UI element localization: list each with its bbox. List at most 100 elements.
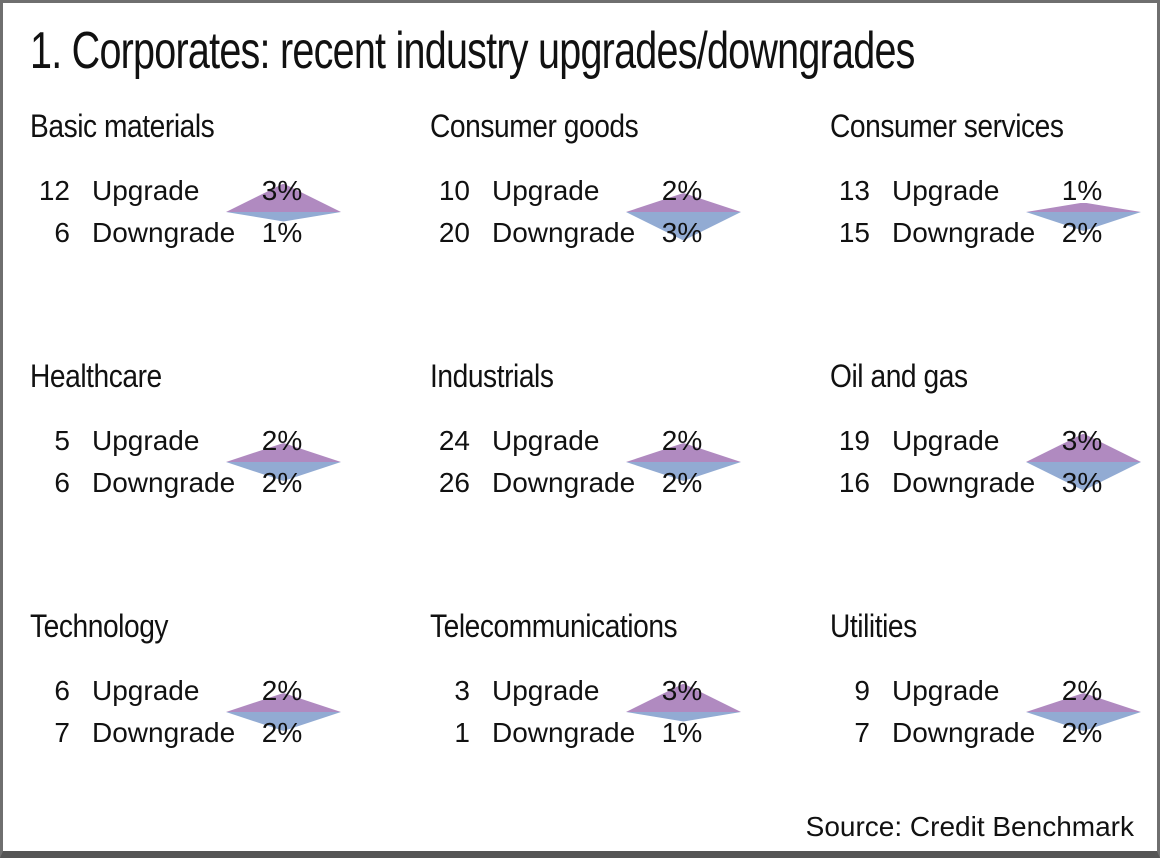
downgrade-percent: 2% (661, 467, 703, 498)
sector-name: Basic materials (30, 108, 215, 144)
upgrade-row: 12 Upgrade 3% (30, 170, 430, 212)
downgrade-triangle-icon (226, 212, 341, 222)
upgrade-percent: 2% (261, 425, 303, 456)
downgrade-count: 26 (438, 467, 470, 498)
downgrade-count: 20 (438, 217, 470, 248)
upgrade-percent: 3% (661, 675, 703, 706)
downgrade-percent: 2% (261, 717, 303, 748)
sector-name: Telecommunications (430, 608, 678, 644)
upgrade-row: 6 Upgrade 2% (30, 670, 430, 712)
upgrade-row: 24 Upgrade 2% (430, 420, 830, 462)
upgrade-percent: 3% (261, 175, 303, 206)
upgrade-label: Upgrade (492, 425, 600, 456)
sector-name: Consumer goods (430, 108, 639, 144)
upgrade-label: Upgrade (892, 425, 1000, 456)
downgrade-label: Downgrade (892, 217, 1036, 248)
downgrade-percent: 2% (1061, 217, 1103, 248)
sector-rows: 6 Upgrade 2% 7 Downgrade 2% (30, 670, 430, 754)
downgrade-label: Downgrade (892, 717, 1036, 748)
upgrade-triangle-icon (1026, 202, 1141, 212)
sector-rows: 5 Upgrade 2% 6 Downgrade 2% (30, 420, 430, 504)
downgrade-row: 15 Downgrade 2% (830, 212, 1156, 254)
downgrade-count: 7 (54, 717, 70, 748)
sector-card: Consumer services 13 Upgrade 1% 15 Downg… (830, 105, 1156, 355)
downgrade-row: 26 Downgrade 2% (430, 462, 830, 504)
sector-card: Oil and gas 19 Upgrade 3% 16 Downgrade 3… (830, 355, 1156, 605)
sector-card: Utilities 9 Upgrade 2% 7 Downgrade 2% (830, 605, 1156, 855)
sector-rows: 24 Upgrade 2% 26 Downgrade 2% (430, 420, 830, 504)
upgrade-percent: 1% (1061, 175, 1103, 206)
downgrade-row: 16 Downgrade 3% (830, 462, 1156, 504)
sector-rows: 9 Upgrade 2% 7 Downgrade 2% (830, 670, 1156, 754)
upgrade-count: 19 (838, 425, 870, 456)
downgrade-percent: 2% (1061, 717, 1103, 748)
downgrade-label: Downgrade (492, 717, 636, 748)
sector-card: Healthcare 5 Upgrade 2% 6 Downgrade 2% (30, 355, 430, 605)
downgrade-triangle-icon (626, 712, 741, 722)
upgrade-count: 9 (854, 675, 870, 706)
sector-name: Consumer services (830, 108, 1064, 144)
upgrade-row: 19 Upgrade 3% (830, 420, 1156, 462)
source-credit: Source: Credit Benchmark (805, 811, 1134, 842)
downgrade-label: Downgrade (92, 467, 236, 498)
upgrade-percent: 2% (661, 425, 703, 456)
downgrade-count: 16 (838, 467, 870, 498)
sector-grid: Basic materials 12 Upgrade 3% 6 Downgrad… (30, 105, 1156, 855)
downgrade-percent: 3% (661, 217, 703, 248)
sector-card: Technology 6 Upgrade 2% 7 Downgrade 2% (30, 605, 430, 855)
upgrade-label: Upgrade (92, 675, 200, 706)
downgrade-count: 15 (838, 217, 870, 248)
sector-rows: 19 Upgrade 3% 16 Downgrade 3% (830, 420, 1156, 504)
upgrade-count: 6 (54, 675, 70, 706)
downgrade-row: 7 Downgrade 2% (30, 712, 430, 754)
upgrade-label: Upgrade (492, 175, 600, 206)
downgrade-row: 6 Downgrade 1% (30, 212, 430, 254)
sector-card: Industrials 24 Upgrade 2% 26 Downgrade 2… (430, 355, 830, 605)
upgrade-label: Upgrade (92, 175, 200, 206)
upgrade-percent: 2% (1061, 675, 1103, 706)
upgrade-row: 5 Upgrade 2% (30, 420, 430, 462)
downgrade-label: Downgrade (92, 717, 236, 748)
downgrade-percent: 1% (661, 717, 703, 748)
upgrade-percent: 2% (661, 175, 703, 206)
upgrade-label: Upgrade (892, 675, 1000, 706)
sector-rows: 10 Upgrade 2% 20 Downgrade 3% (430, 170, 830, 254)
upgrade-count: 13 (838, 175, 870, 206)
upgrade-percent: 3% (1061, 425, 1103, 456)
downgrade-row: 6 Downgrade 2% (30, 462, 430, 504)
upgrade-count: 24 (438, 425, 470, 456)
downgrade-count: 6 (54, 217, 70, 248)
sector-card: Basic materials 12 Upgrade 3% 6 Downgrad… (30, 105, 430, 355)
downgrade-row: 1 Downgrade 1% (430, 712, 830, 754)
sector-name: Utilities (830, 608, 917, 644)
upgrade-row: 3 Upgrade 3% (430, 670, 830, 712)
downgrade-label: Downgrade (492, 467, 636, 498)
downgrade-count: 7 (854, 717, 870, 748)
sector-rows: 3 Upgrade 3% 1 Downgrade 1% (430, 670, 830, 754)
sector-rows: 13 Upgrade 1% 15 Downgrade 2% (830, 170, 1156, 254)
downgrade-percent: 1% (261, 217, 303, 248)
sector-card: Consumer goods 10 Upgrade 2% 20 Downgrad… (430, 105, 830, 355)
upgrade-label: Upgrade (492, 675, 600, 706)
sector-name: Oil and gas (830, 358, 968, 394)
upgrade-count: 12 (38, 175, 70, 206)
sector-name: Healthcare (30, 358, 162, 394)
downgrade-label: Downgrade (892, 467, 1036, 498)
downgrade-percent: 2% (261, 467, 303, 498)
upgrade-count: 5 (54, 425, 70, 456)
sector-name: Industrials (430, 358, 554, 394)
upgrade-row: 13 Upgrade 1% (830, 170, 1156, 212)
upgrade-label: Upgrade (892, 175, 1000, 206)
downgrade-percent: 3% (1061, 467, 1103, 498)
upgrade-row: 10 Upgrade 2% (430, 170, 830, 212)
sector-name: Technology (30, 608, 169, 644)
downgrade-label: Downgrade (92, 217, 236, 248)
downgrade-count: 1 (454, 717, 470, 748)
downgrade-count: 6 (54, 467, 70, 498)
downgrade-row: 7 Downgrade 2% (830, 712, 1156, 754)
sector-rows: 12 Upgrade 3% 6 Downgrade 1% (30, 170, 430, 254)
sector-card: Telecommunications 3 Upgrade 3% 1 Downgr… (430, 605, 830, 855)
downgrade-label: Downgrade (492, 217, 636, 248)
downgrade-row: 20 Downgrade 3% (430, 212, 830, 254)
